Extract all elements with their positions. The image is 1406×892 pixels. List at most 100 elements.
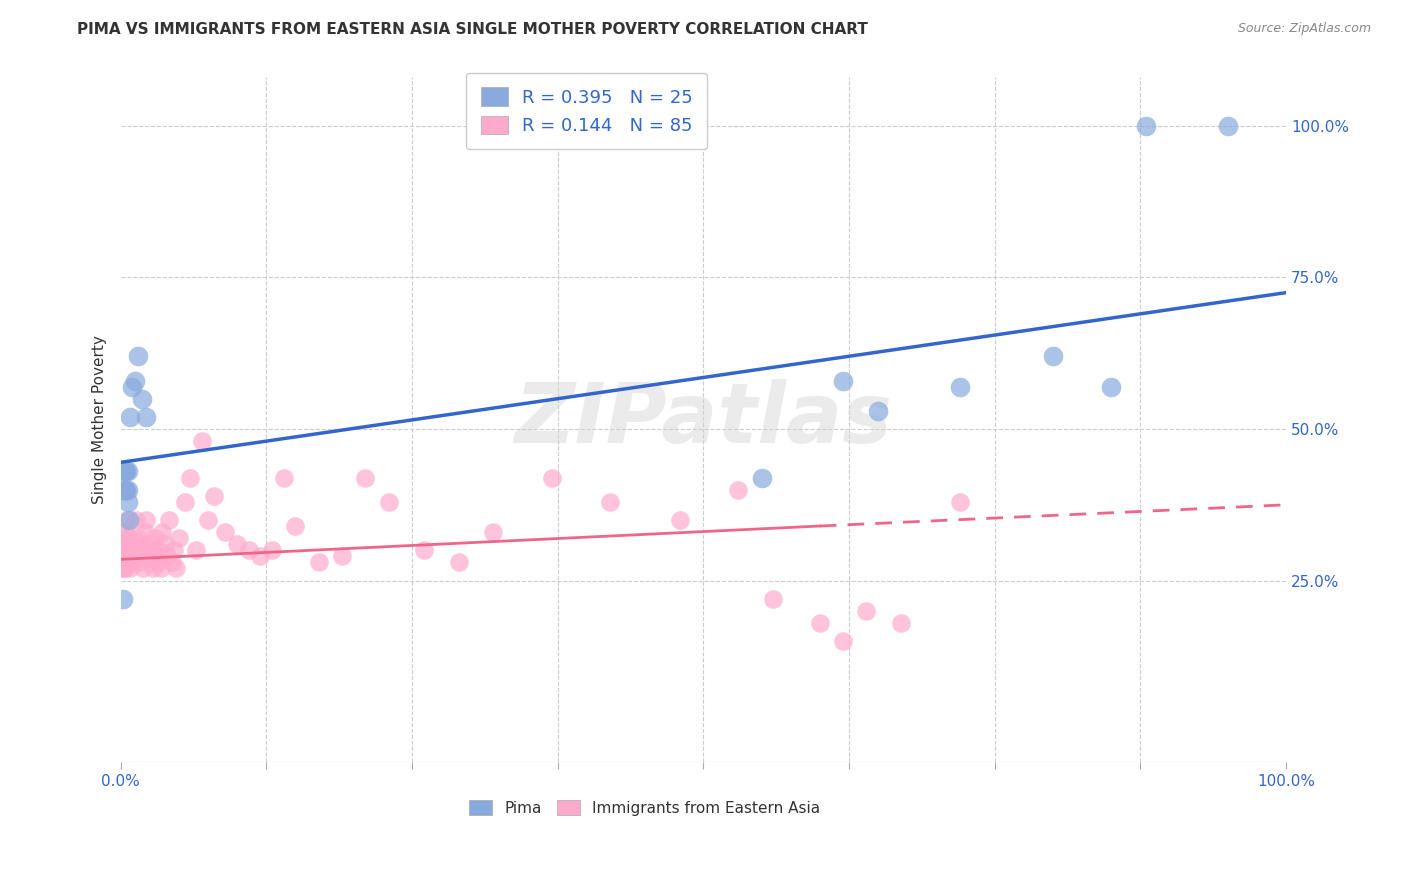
Point: [146, 543, 169, 558]
Point: [112, 483, 135, 497]
Point: [124, 549, 146, 564]
Point: [447, 555, 470, 569]
Point: [111, 537, 134, 551]
Point: [120, 549, 142, 564]
Y-axis label: Single Mother Poverty: Single Mother Poverty: [93, 335, 107, 504]
Point: [179, 470, 201, 484]
Point: [131, 392, 153, 406]
Point: [855, 604, 877, 618]
Point: [949, 495, 972, 509]
Point: [949, 379, 972, 393]
Point: [482, 525, 505, 540]
Text: ZIPatlas: ZIPatlas: [515, 379, 893, 460]
Point: [284, 519, 307, 533]
Point: [136, 549, 159, 564]
Point: [249, 549, 271, 564]
Point: [1042, 349, 1064, 363]
Point: [150, 561, 173, 575]
Point: [118, 409, 141, 424]
Point: [173, 495, 195, 509]
Point: [167, 531, 190, 545]
Legend: Pima, Immigrants from Eastern Asia: Pima, Immigrants from Eastern Asia: [461, 792, 828, 823]
Point: [145, 549, 167, 564]
Point: [308, 555, 330, 569]
Point: [354, 470, 377, 484]
Point: [117, 465, 139, 479]
Point: [117, 483, 139, 497]
Point: [186, 543, 208, 558]
Point: [114, 561, 136, 575]
Point: [115, 555, 138, 569]
Point: [260, 543, 283, 558]
Point: [214, 525, 236, 540]
Point: [159, 513, 181, 527]
Point: [134, 525, 156, 540]
Point: [202, 489, 225, 503]
Point: [156, 549, 179, 564]
Point: [121, 555, 143, 569]
Point: [117, 549, 139, 564]
Point: [115, 465, 138, 479]
Point: [122, 543, 145, 558]
Point: [832, 634, 855, 648]
Point: [330, 549, 353, 564]
Point: [751, 470, 773, 484]
Point: [1216, 119, 1239, 133]
Point: [121, 379, 143, 393]
Point: [125, 543, 148, 558]
Point: [112, 543, 135, 558]
Point: [808, 615, 831, 630]
Point: [762, 591, 785, 606]
Point: [412, 543, 434, 558]
Point: [118, 513, 141, 527]
Point: [118, 543, 141, 558]
Point: [377, 495, 399, 509]
Point: [141, 543, 163, 558]
Point: [273, 470, 295, 484]
Point: [111, 561, 134, 575]
Point: [1135, 119, 1157, 133]
Point: [1099, 379, 1122, 393]
Point: [118, 555, 141, 569]
Point: [148, 555, 170, 569]
Point: [166, 561, 188, 575]
Point: [131, 561, 153, 575]
Point: [121, 537, 143, 551]
Point: [160, 555, 183, 569]
Point: [127, 349, 149, 363]
Point: [111, 591, 134, 606]
Point: [131, 549, 153, 564]
Point: [540, 470, 562, 484]
Point: [163, 543, 186, 558]
Point: [138, 537, 160, 551]
Point: [145, 531, 167, 545]
Point: [124, 374, 146, 388]
Point: [152, 525, 174, 540]
Point: [153, 537, 176, 551]
Point: [132, 543, 155, 558]
Point: [118, 531, 141, 545]
Point: [112, 561, 135, 575]
Point: [112, 555, 135, 569]
Point: [135, 409, 157, 424]
Point: [111, 555, 134, 569]
Point: [124, 513, 146, 527]
Point: [111, 543, 134, 558]
Point: [127, 531, 149, 545]
Point: [599, 495, 621, 509]
Point: [115, 513, 138, 527]
Point: [139, 555, 162, 569]
Point: [727, 483, 749, 497]
Point: [118, 561, 141, 575]
Text: Source: ZipAtlas.com: Source: ZipAtlas.com: [1237, 22, 1371, 36]
Point: [117, 543, 139, 558]
Point: [112, 531, 135, 545]
Point: [128, 555, 150, 569]
Point: [114, 549, 136, 564]
Point: [868, 404, 890, 418]
Text: PIMA VS IMMIGRANTS FROM EASTERN ASIA SINGLE MOTHER POVERTY CORRELATION CHART: PIMA VS IMMIGRANTS FROM EASTERN ASIA SIN…: [77, 22, 869, 37]
Point: [669, 513, 692, 527]
Point: [832, 374, 855, 388]
Point: [135, 513, 157, 527]
Point: [191, 434, 214, 449]
